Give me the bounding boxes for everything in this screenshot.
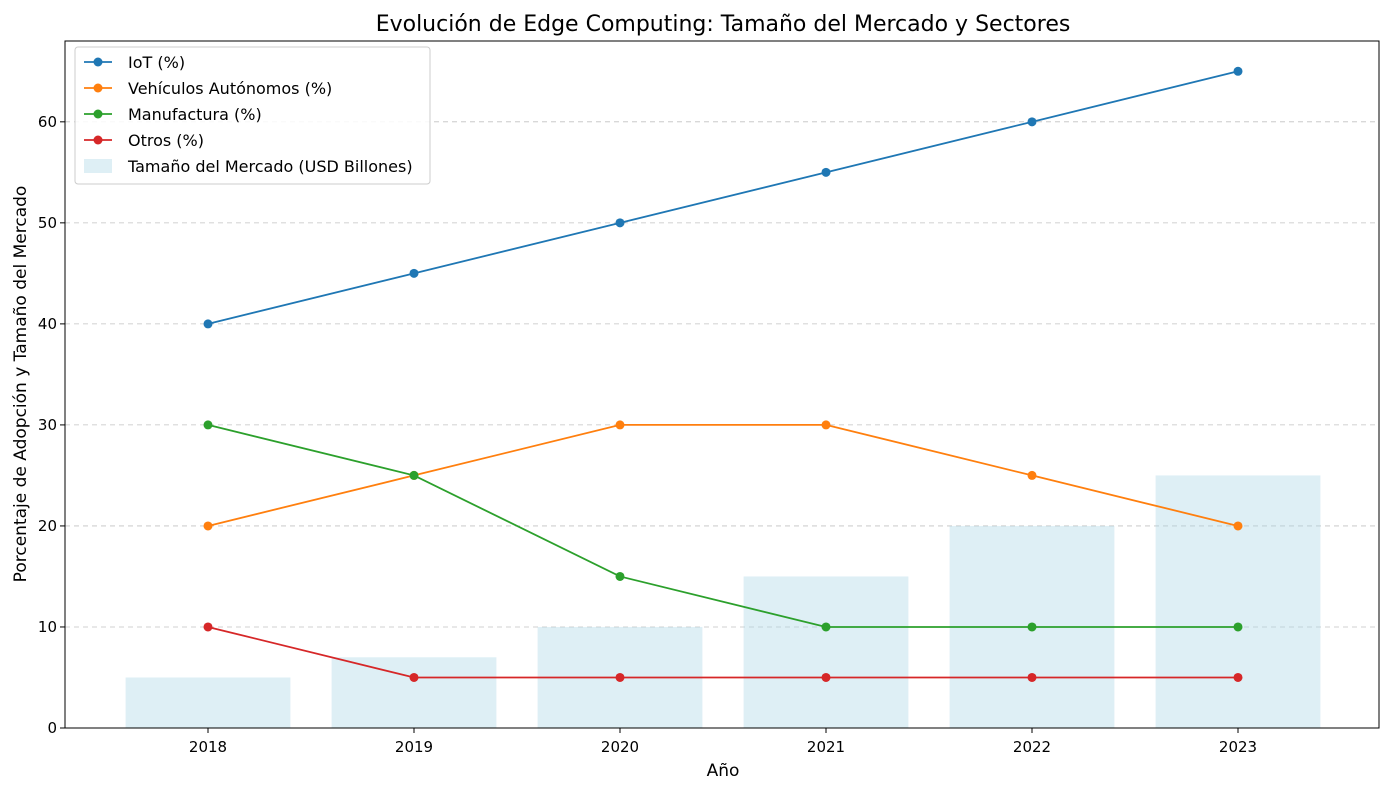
y-tick-label: 30 bbox=[38, 416, 57, 434]
series-point bbox=[203, 521, 213, 531]
series-point bbox=[203, 420, 213, 430]
series-point bbox=[409, 470, 419, 480]
series-point bbox=[821, 167, 831, 177]
y-tick-label: 0 bbox=[47, 719, 57, 737]
series-point bbox=[615, 672, 625, 682]
market-size-bar bbox=[1155, 475, 1321, 728]
market-size-bar bbox=[331, 657, 497, 728]
legend-bar-swatch bbox=[84, 159, 112, 173]
legend-marker bbox=[93, 109, 103, 119]
series-line bbox=[207, 70, 1239, 325]
series-point bbox=[1027, 672, 1037, 682]
series-point bbox=[1027, 117, 1037, 127]
series-point bbox=[1027, 622, 1037, 632]
x-tick-label: 2019 bbox=[395, 738, 433, 756]
series-point bbox=[615, 218, 625, 228]
y-axis-label: Porcentaje de Adopción y Tamaño del Merc… bbox=[11, 186, 31, 583]
series-lines bbox=[203, 66, 1243, 682]
legend-marker bbox=[93, 57, 103, 67]
legend-label: Vehículos Autónomos (%) bbox=[128, 79, 332, 98]
x-tick-label: 2018 bbox=[189, 738, 227, 756]
x-axis-label: Año bbox=[707, 761, 740, 781]
series-point bbox=[1233, 622, 1243, 632]
series-point bbox=[203, 319, 213, 329]
legend-label: Tamaño del Mercado (USD Billones) bbox=[127, 157, 413, 176]
plot-frame bbox=[64, 40, 1380, 729]
y-tick-label: 50 bbox=[38, 214, 57, 232]
legend-marker bbox=[93, 83, 103, 93]
series-line bbox=[207, 424, 1239, 527]
series-point bbox=[821, 622, 831, 632]
series-point bbox=[409, 268, 419, 278]
series-point bbox=[821, 672, 831, 682]
y-tick-label: 40 bbox=[38, 315, 57, 333]
series-point bbox=[409, 672, 419, 682]
x-tick-label: 2020 bbox=[601, 738, 639, 756]
x-tick-label: 2021 bbox=[807, 738, 845, 756]
series-line bbox=[207, 626, 1238, 679]
series-point bbox=[1233, 66, 1243, 76]
x-tick-label: 2023 bbox=[1219, 738, 1257, 756]
chart-title: Evolución de Edge Computing: Tamaño del … bbox=[376, 12, 1071, 37]
legend-label: IoT (%) bbox=[128, 53, 185, 72]
series-point bbox=[1027, 470, 1037, 480]
legend-marker bbox=[93, 135, 103, 145]
series-line bbox=[207, 424, 1238, 628]
y-tick-label: 10 bbox=[38, 618, 57, 636]
series-point bbox=[203, 622, 213, 632]
y-tick-label: 20 bbox=[38, 517, 57, 535]
series-point bbox=[1233, 672, 1243, 682]
legend-label: Otros (%) bbox=[128, 131, 204, 150]
series-point bbox=[821, 420, 831, 430]
legend-label: Manufactura (%) bbox=[128, 105, 262, 124]
legend-box bbox=[74, 46, 431, 185]
series-point bbox=[1233, 521, 1243, 531]
x-axis-ticks: 2018 2019 2020 2021 2022 2023 bbox=[189, 728, 1257, 756]
series-point bbox=[615, 571, 625, 581]
legend: IoT (%) Vehículos Autónomos (%) Manufactur… bbox=[74, 46, 431, 185]
y-tick-label: 60 bbox=[38, 113, 57, 131]
market-size-bar bbox=[743, 576, 909, 728]
series-point bbox=[615, 420, 625, 430]
market-size-bar bbox=[125, 677, 291, 728]
x-tick-label: 2022 bbox=[1013, 738, 1051, 756]
y-axis-ticks: 0 10 20 30 40 50 60 bbox=[38, 113, 65, 737]
